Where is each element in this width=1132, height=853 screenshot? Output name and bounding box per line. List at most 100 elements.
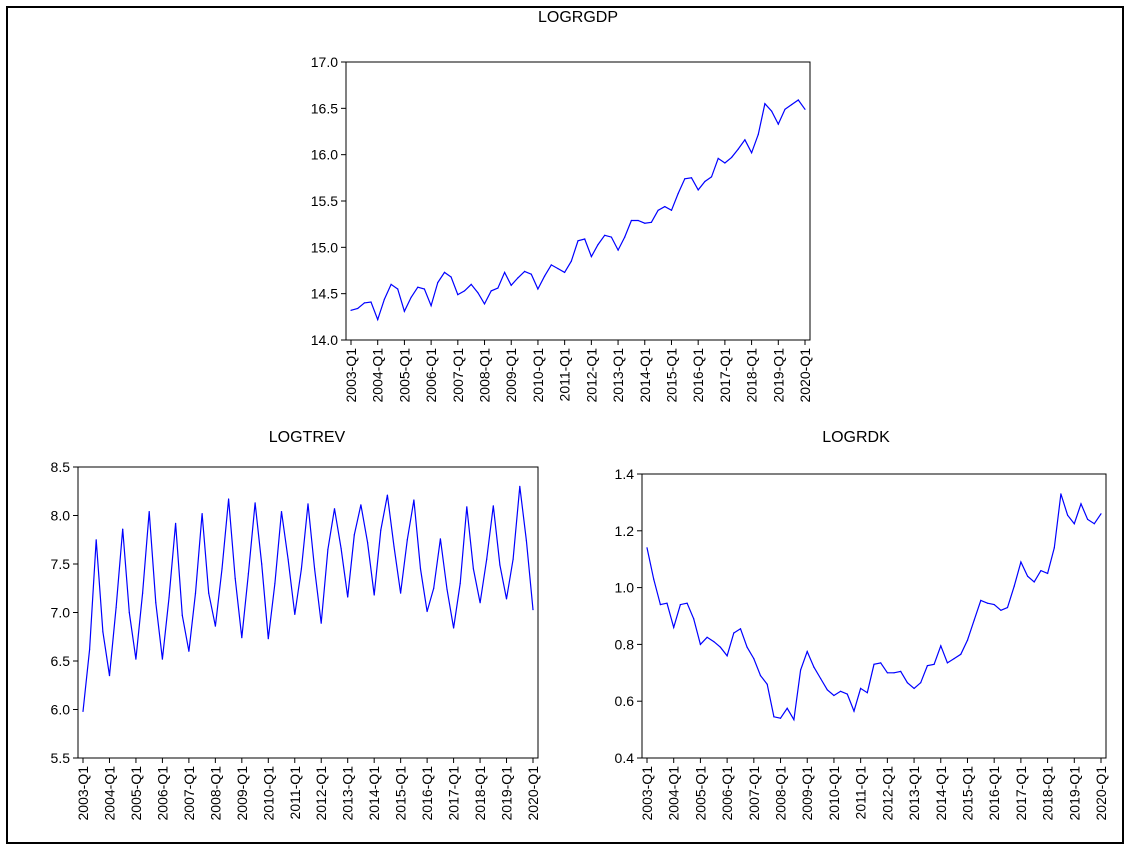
data-point [148, 511, 150, 513]
x-tick-label: 2017-Q1 [446, 766, 462, 821]
data-point [492, 505, 494, 507]
x-tick-label: 2019-Q1 [1066, 766, 1082, 821]
chart-title: LOGTREV [269, 429, 346, 446]
data-point [766, 683, 768, 685]
x-tick-label: 2010-Q1 [260, 766, 276, 821]
data-point [340, 547, 342, 550]
data-point [1053, 547, 1055, 549]
data-point [135, 658, 137, 660]
data-point [650, 221, 653, 223]
chart-logrgdp: LOGRGDP 14.0 14.5 15.0 15.5 16.0 16.5 17.0 200… [311, 9, 813, 402]
data-point [1073, 523, 1075, 525]
x-tick-label: 2005-Q1 [128, 766, 144, 821]
data-point [584, 238, 586, 240]
data-point [403, 310, 405, 312]
x-tick-label: 2016-Q1 [690, 348, 706, 403]
data-point [820, 677, 822, 680]
data-point [82, 710, 84, 713]
data-point [786, 707, 788, 709]
data-point [221, 568, 223, 570]
data-point [986, 602, 989, 604]
data-point [860, 687, 862, 690]
data-point [686, 602, 688, 604]
x-tick-label: 2009-Q1 [234, 766, 250, 821]
y-tick-label: 14.0 [311, 332, 338, 348]
data-point [670, 209, 673, 211]
y-tick-label: 0.8 [615, 636, 635, 652]
x-tick-label: 2013-Q1 [610, 348, 626, 403]
data-point [430, 305, 432, 307]
data-point [1013, 585, 1015, 587]
data-point [188, 650, 190, 652]
data-point [759, 675, 762, 677]
data-point [913, 687, 915, 690]
data-point [646, 547, 648, 549]
data-point [753, 658, 755, 660]
x-tick-label: 2008-Q1 [773, 766, 789, 821]
data-point [1067, 514, 1069, 516]
data-point [443, 271, 446, 273]
y-tick-label: 1.4 [615, 466, 635, 482]
data-point [380, 529, 382, 531]
data-point [771, 110, 773, 112]
data-point [1027, 575, 1029, 577]
data-point [175, 522, 177, 524]
x-tick-label: 2011-Q1 [853, 766, 869, 820]
x-tick-label: 2014-Q1 [637, 348, 653, 403]
data-point [880, 662, 882, 664]
data-point [320, 622, 322, 624]
data-point [777, 123, 779, 125]
data-point [505, 598, 508, 600]
data-point [479, 602, 481, 604]
data-point [719, 646, 722, 648]
data-point [201, 513, 203, 515]
data-point [1020, 561, 1022, 563]
data-point [214, 625, 216, 627]
data-point [791, 104, 793, 106]
data-point [906, 682, 909, 684]
data-point [873, 663, 875, 665]
data-point [241, 637, 243, 639]
data-point [1047, 572, 1049, 575]
data-point [280, 511, 283, 513]
x-tick-label: 2006-Q1 [154, 766, 170, 821]
data-point [367, 542, 369, 544]
data-point [946, 662, 949, 664]
data-point [704, 180, 706, 183]
data-point [604, 234, 606, 236]
data-point [853, 710, 855, 712]
data-point [697, 189, 699, 191]
series-line [646, 493, 1102, 722]
data-point [886, 672, 889, 674]
data-point [472, 568, 474, 570]
x-tick-label: 2007-Q1 [746, 766, 762, 821]
y-tick-label: 15.5 [311, 193, 338, 209]
data-point [208, 592, 210, 594]
y-tick-label: 0.6 [615, 693, 635, 709]
data-point [813, 666, 815, 668]
x-tick-label: 2017-Q1 [717, 348, 733, 403]
data-point [570, 260, 572, 262]
data-point [457, 294, 459, 296]
x-tick-label: 2005-Q1 [692, 766, 708, 821]
data-point [357, 307, 359, 310]
data-point [446, 588, 448, 590]
data-point [713, 641, 715, 643]
data-point [744, 139, 746, 141]
data-point [463, 290, 466, 292]
chart-title: LOGRGDP [538, 9, 618, 26]
data-point [512, 558, 514, 560]
data-point [161, 658, 163, 660]
x-tick-label: 2018-Q1 [744, 348, 760, 403]
data-point [797, 99, 799, 101]
y-axis: 5.5 6.0 6.5 7.0 7.5 8.0 8.5 [51, 459, 78, 766]
data-point [453, 627, 455, 629]
data-point [1093, 523, 1095, 525]
x-tick-label: 2015-Q1 [393, 766, 409, 821]
data-point [1033, 581, 1035, 583]
data-point [1100, 513, 1102, 515]
x-tick-label: 2013-Q1 [340, 766, 356, 821]
data-point [726, 655, 728, 657]
x-tick-label: 2012-Q1 [583, 348, 599, 403]
data-point [800, 669, 802, 671]
